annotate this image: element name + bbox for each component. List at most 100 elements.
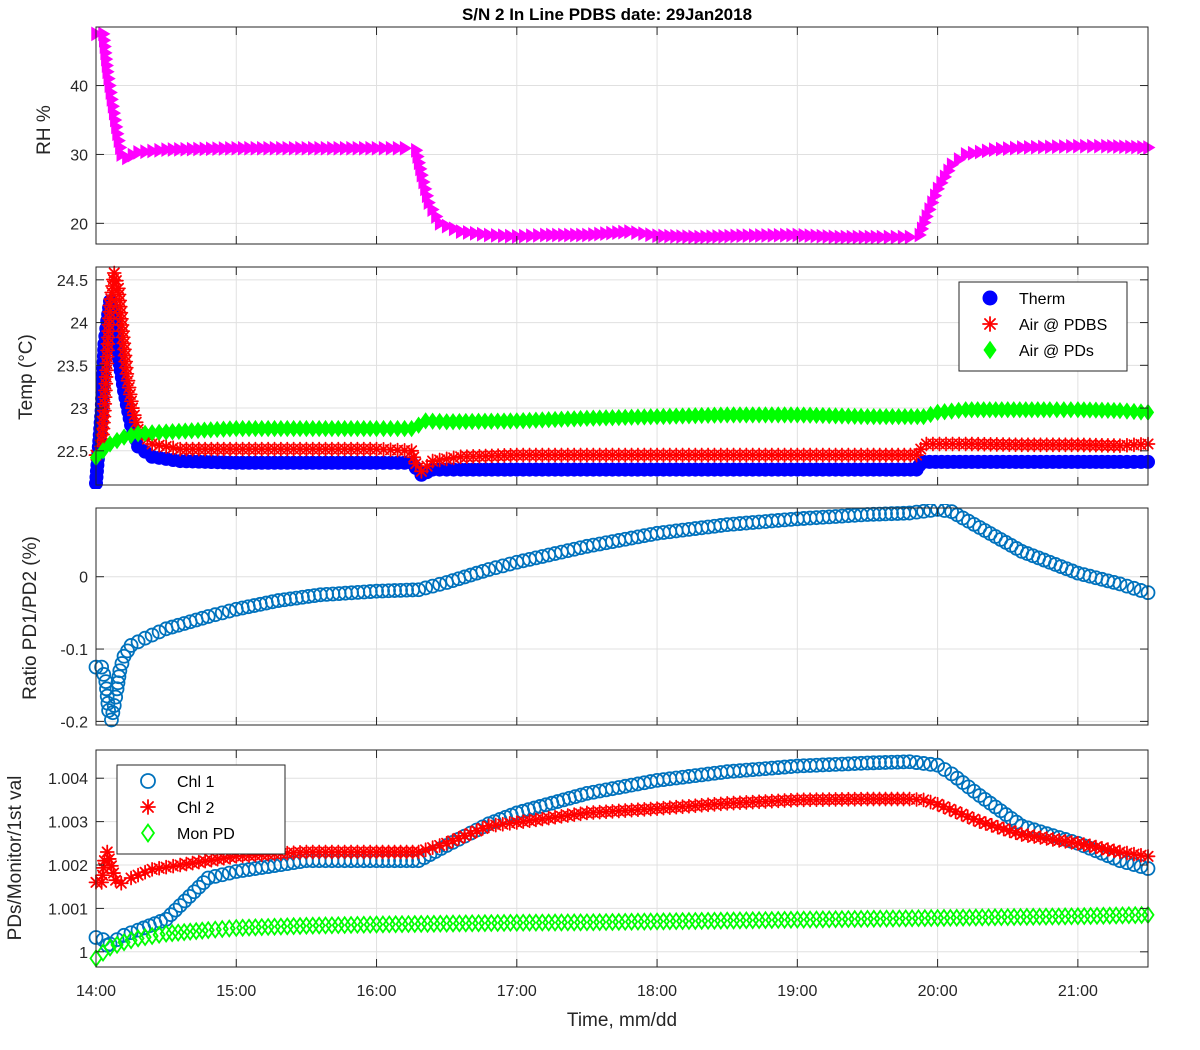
data-point xyxy=(295,140,308,156)
data-point xyxy=(1064,454,1079,469)
data-point xyxy=(223,455,238,470)
data-point xyxy=(1064,834,1080,850)
data-point xyxy=(128,414,144,430)
data-point xyxy=(102,304,118,320)
data-point xyxy=(261,917,275,937)
data-point xyxy=(864,229,877,245)
legend-label: Air @ PDs xyxy=(1019,343,1094,360)
data-point xyxy=(151,624,167,640)
data-point xyxy=(573,806,588,822)
data-point xyxy=(798,227,811,243)
data-point xyxy=(1094,138,1107,154)
data-point xyxy=(724,228,737,244)
data-point xyxy=(937,762,953,777)
legend-label: Chl 1 xyxy=(177,774,214,791)
data-point xyxy=(108,689,124,705)
x-axis-label: Time, mm/dd xyxy=(567,1010,677,1031)
data-point xyxy=(909,755,924,770)
data-point xyxy=(257,140,270,156)
data-point xyxy=(223,420,237,438)
rh-y-axis-label: RH % xyxy=(34,105,55,155)
data-point xyxy=(713,447,729,463)
data-point xyxy=(111,119,124,135)
data-point xyxy=(212,141,225,157)
data-point xyxy=(381,583,396,599)
data-point xyxy=(566,541,582,557)
data-point xyxy=(114,656,130,671)
y-tick-label: 20 xyxy=(70,216,88,233)
data-point xyxy=(145,926,159,946)
data-point xyxy=(250,140,263,156)
data-point xyxy=(676,229,689,244)
data-point xyxy=(327,140,340,156)
data-point xyxy=(166,452,181,467)
data-point xyxy=(777,512,792,528)
data-point xyxy=(214,605,230,621)
data-point xyxy=(439,451,455,467)
data-point xyxy=(99,681,114,697)
data-point xyxy=(713,462,728,477)
data-point xyxy=(91,26,104,42)
data-point xyxy=(182,888,197,904)
data-point xyxy=(498,228,511,244)
data-point xyxy=(292,844,308,860)
data-point xyxy=(120,643,135,659)
data-points xyxy=(88,504,1156,728)
data-point xyxy=(475,821,491,836)
data-point xyxy=(365,140,378,156)
data-point xyxy=(840,229,853,245)
data-point xyxy=(463,825,479,841)
data-point xyxy=(406,449,422,465)
data-point xyxy=(761,228,774,243)
series-air-pdbs xyxy=(88,265,1156,479)
data-point xyxy=(168,902,183,918)
data-point xyxy=(853,447,869,463)
data-point xyxy=(714,911,728,930)
data-point xyxy=(573,462,588,477)
data-point xyxy=(333,140,346,156)
data-point xyxy=(491,228,504,243)
data-point xyxy=(186,141,200,157)
data-point xyxy=(96,409,112,425)
data-point xyxy=(896,791,911,807)
data-point xyxy=(981,143,995,159)
data-point xyxy=(352,140,365,156)
data-point xyxy=(594,226,607,242)
x-tick-label: 15:00 xyxy=(216,983,256,1000)
data-point xyxy=(418,580,434,596)
data-point xyxy=(1107,401,1121,420)
data-point xyxy=(137,630,153,646)
data-point xyxy=(804,228,817,244)
data-point xyxy=(773,227,787,243)
data-point xyxy=(99,844,115,860)
data-point xyxy=(432,838,448,853)
x-tick-label: 16:00 xyxy=(357,983,397,1000)
data-point xyxy=(195,921,209,940)
data-point xyxy=(180,141,193,157)
y-tick-label: 23 xyxy=(70,401,88,418)
data-point xyxy=(236,918,250,938)
data-point xyxy=(783,792,799,808)
axes-box xyxy=(95,26,1149,245)
legend-label: Air @ PDBS xyxy=(1019,317,1107,334)
data-point xyxy=(994,907,1008,927)
data-point xyxy=(504,412,517,430)
data-point xyxy=(121,380,137,395)
y-tick-label: 40 xyxy=(70,79,88,96)
series-data-0 xyxy=(91,26,1156,245)
data-point xyxy=(1064,906,1079,926)
data-point xyxy=(890,229,903,245)
data-point xyxy=(1106,575,1122,590)
data-point xyxy=(101,851,117,867)
data-point xyxy=(276,140,289,156)
data-point xyxy=(140,144,153,160)
data-point xyxy=(103,938,117,957)
data-point xyxy=(106,698,122,713)
data-point xyxy=(475,563,491,579)
data-point xyxy=(218,141,231,156)
data-point xyxy=(853,791,869,807)
data-point xyxy=(222,919,236,938)
temp-y-axis-label: Temp (°C) xyxy=(16,334,37,420)
panel-ratio: -0.2 -0.1 0 Ratio PD1/PD2 (%) xyxy=(20,504,1156,731)
x-tick-label: 21:00 xyxy=(1058,983,1098,1000)
